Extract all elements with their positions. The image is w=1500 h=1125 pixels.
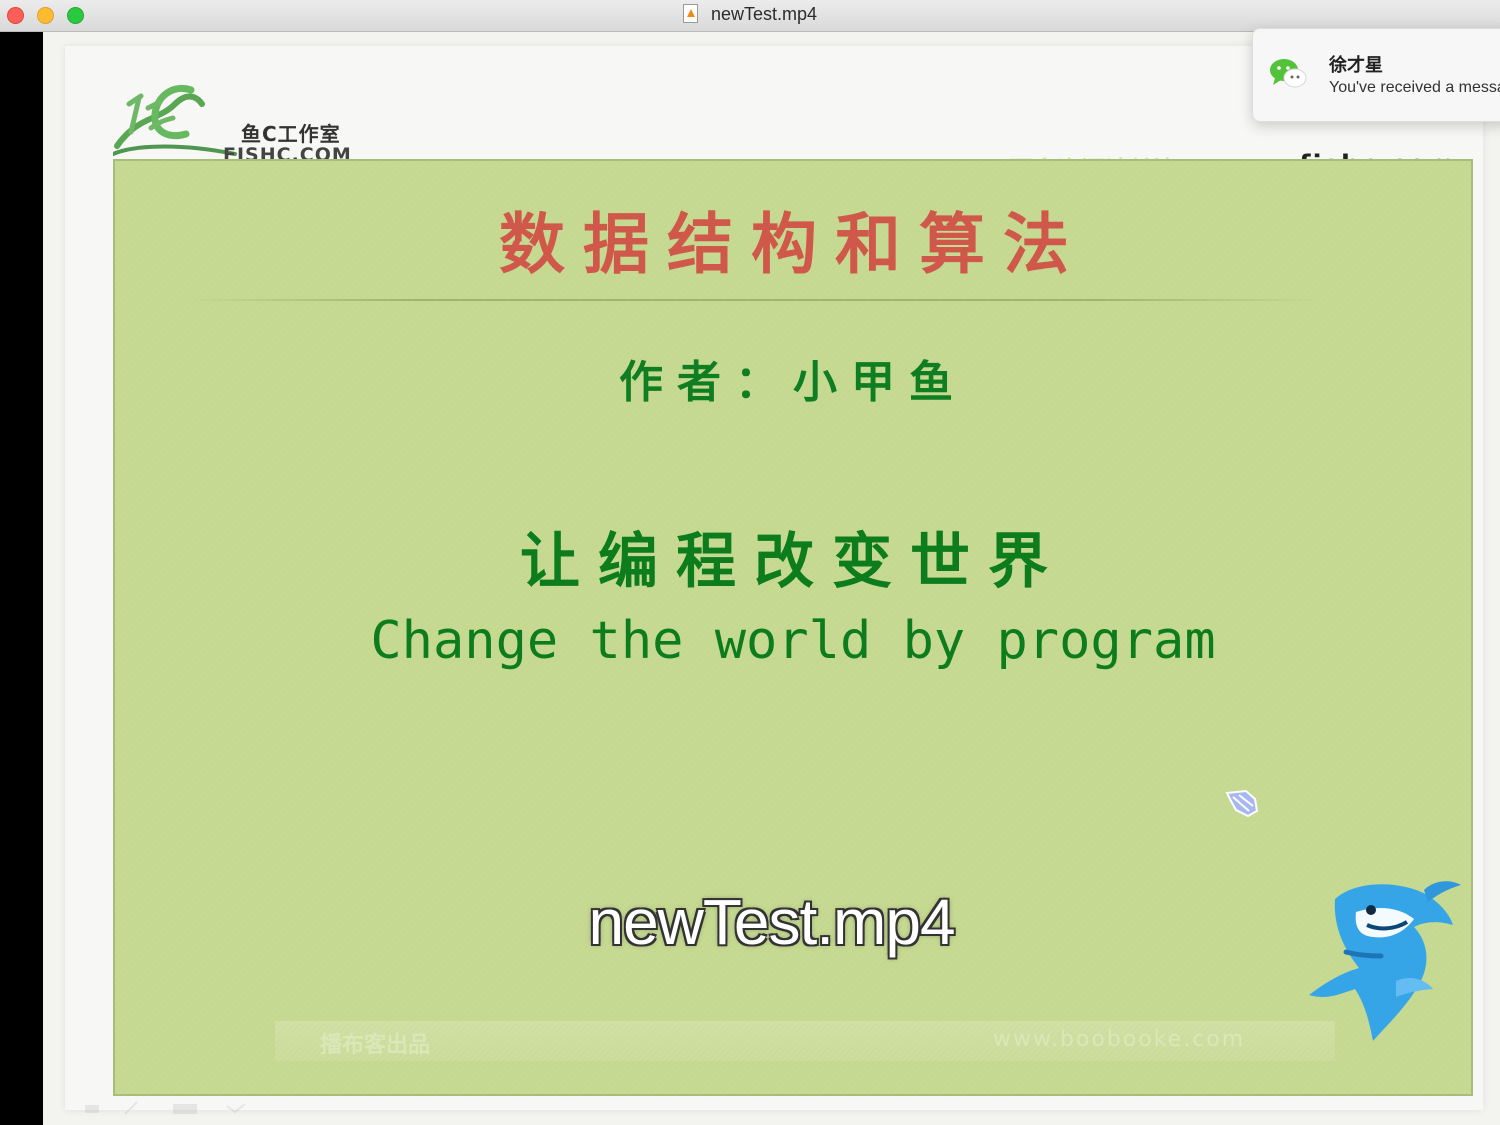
notification-title: 徐才星	[1329, 55, 1383, 76]
slide-divider	[185, 299, 1321, 301]
window-title-group: newTest.mp4	[0, 4, 1500, 25]
logo-text-line1: 鱼C工作室	[241, 122, 341, 146]
close-window-button[interactable]	[7, 7, 24, 24]
slide-author: 作者：小甲鱼	[619, 357, 967, 408]
video-caption: newTest.mp4	[588, 886, 955, 958]
faint-video-controls-icon	[85, 1101, 246, 1115]
message-notification[interactable]: 徐才星 You've received a message	[1252, 28, 1500, 122]
fishc-logo-icon	[113, 85, 237, 156]
shark-mascot-icon	[1309, 881, 1461, 1041]
maximize-window-button[interactable]	[67, 7, 84, 24]
slide-slogan-chinese: 让编程改变世界	[520, 527, 1066, 597]
minimize-window-button[interactable]	[37, 7, 54, 24]
slide-title: 数据结构和算法	[499, 205, 1087, 283]
footer-left-text: 播布客出品	[320, 1033, 431, 1058]
footer-band	[275, 1021, 1335, 1061]
video-frame-area[interactable]: 鱼C工作室 FISHC.COM 更多资源请关注： www.fishc.com 数…	[43, 32, 1500, 1125]
footer-right-text: www.boobooke.com	[993, 1027, 1246, 1052]
window-title: newTest.mp4	[710, 4, 818, 24]
notification-body: You've received a message	[1329, 79, 1500, 96]
video-file-icon	[682, 4, 698, 23]
video-frame: 鱼C工作室 FISHC.COM 更多资源请关注： www.fishc.com 数…	[65, 46, 1483, 1115]
lecture-slide: 数据结构和算法 作者：小甲鱼 让编程改变世界 Change the world …	[113, 159, 1473, 1096]
title-bar: newTest.mp4	[0, 0, 1500, 32]
wechat-icon	[1270, 59, 1307, 88]
mouse-cursor-icon	[1225, 789, 1259, 818]
slide-slogan-english: Change the world by program	[370, 611, 1216, 671]
